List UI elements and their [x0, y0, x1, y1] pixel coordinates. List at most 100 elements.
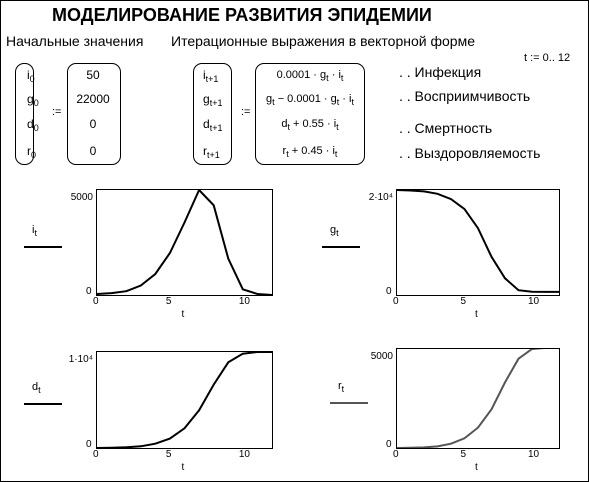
y-tick-label: 5000 — [370, 351, 393, 362]
data-point — [531, 349, 533, 350]
data-point — [110, 446, 113, 448]
data-point — [517, 357, 520, 360]
iteration-expression: gt − 0.0001 · gt · it — [266, 93, 354, 107]
x-tick-label: 10 — [528, 449, 540, 460]
data-point — [517, 289, 520, 292]
data-point — [154, 442, 157, 445]
x-tick-label: 10 — [238, 296, 250, 307]
data-point — [423, 446, 425, 448]
initial-value: 0 — [89, 144, 97, 158]
initial-var-g: g0 — [27, 92, 39, 108]
iteration-var-d: dt+1 — [203, 117, 223, 133]
x-axis-label: t — [181, 462, 185, 473]
x-axis-label: t — [181, 309, 185, 320]
data-point — [242, 352, 244, 355]
series-line — [97, 352, 272, 448]
data-point — [198, 190, 200, 191]
data-point — [169, 252, 171, 254]
data-point — [125, 290, 127, 292]
data-point — [531, 290, 533, 293]
y-axis-label: gt — [330, 223, 339, 238]
annotation-text: . . Смертность — [399, 120, 493, 136]
iteration-expression: dt + 0.55 · it — [281, 118, 339, 132]
y-tick-label: 1·10⁴ — [68, 354, 93, 365]
data-point — [97, 447, 98, 448]
data-point — [125, 446, 127, 448]
x-tick-label: 0 — [93, 449, 99, 460]
data-point — [504, 381, 506, 384]
data-point — [409, 190, 412, 192]
vector-bracket — [255, 63, 365, 165]
y-tick-label: 2·10⁴ — [368, 192, 393, 203]
assign-operator: := — [52, 106, 62, 118]
x-tick-label: 5 — [165, 296, 172, 307]
data-point — [242, 288, 244, 291]
data-point — [463, 208, 466, 210]
data-point — [183, 427, 186, 430]
plot-area[interactable] — [396, 348, 560, 449]
y-tick-label: 5000 — [70, 192, 93, 203]
annotation-text: . . Инфекция — [399, 64, 482, 80]
plot-area[interactable] — [96, 189, 273, 296]
data-point — [477, 227, 479, 229]
data-point — [450, 442, 452, 445]
iteration-var-i: it+1 — [203, 68, 219, 84]
vector-bracket — [15, 63, 34, 165]
data-point — [436, 193, 439, 195]
iteration-expression: rt + 0.45 · it — [282, 145, 338, 159]
data-point — [463, 437, 466, 440]
data-point — [154, 273, 157, 275]
data-point — [110, 292, 113, 294]
initial-var-d: d0 — [27, 117, 39, 133]
initial-value: 22000 — [76, 92, 110, 106]
assign-operator: := — [241, 106, 251, 118]
data-point — [409, 446, 412, 448]
data-point — [256, 352, 259, 353]
data-point — [198, 409, 200, 412]
data-point — [212, 204, 215, 207]
y-tick-label: 0 — [386, 286, 392, 297]
data-point — [558, 291, 559, 293]
data-point — [139, 445, 142, 448]
y-tick-label: 0 — [86, 286, 92, 297]
data-point — [397, 190, 398, 191]
x-tick-label: 5 — [165, 449, 172, 460]
series-line — [97, 190, 272, 295]
x-tick-label: 10 — [528, 296, 540, 307]
x-tick-label: 0 — [393, 296, 399, 307]
data-point — [169, 437, 171, 440]
data-point — [256, 293, 259, 295]
vector-bracket — [193, 63, 232, 165]
page-title: МОДЕЛИРОВАНИЕ РАЗВИТИЯ ЭПИДЕМИИ — [52, 5, 432, 25]
iteration-expression: 0.0001 · gt · it — [276, 69, 344, 83]
legend-line-sample — [24, 245, 62, 248]
data-point — [490, 256, 493, 258]
x-tick-label: 10 — [238, 449, 250, 460]
x-tick-label: 5 — [460, 449, 467, 460]
initial-value: 50 — [86, 68, 100, 82]
initial-value: 0 — [89, 117, 97, 131]
plot-area[interactable] — [96, 351, 273, 449]
x-axis-label: t — [475, 462, 478, 473]
data-point — [97, 293, 98, 295]
data-point — [212, 383, 215, 386]
data-point — [271, 352, 272, 353]
annotation-text: . . Восприимчивость — [399, 88, 531, 104]
iteration-header: Итерационные выражения в векторной форме — [171, 33, 475, 49]
vector-bracket — [67, 63, 121, 165]
data-point — [227, 257, 230, 260]
y-tick-label: 0 — [86, 439, 92, 450]
iteration-var-g: gt+1 — [203, 92, 223, 108]
t-range-definition[interactable]: t := 0.. 12 — [524, 52, 571, 64]
x-axis-label: t — [475, 309, 478, 320]
plot-area[interactable] — [396, 189, 560, 296]
initial-var-r: r0 — [27, 144, 37, 160]
x-tick-label: 5 — [460, 296, 467, 307]
legend-line-sample — [322, 245, 360, 248]
y-axis-label: dt — [32, 381, 41, 395]
data-point — [436, 445, 439, 448]
data-point — [423, 190, 425, 193]
annotation-text: . . Выздоровляемость — [399, 145, 541, 161]
series-line — [397, 349, 545, 448]
legend-line-sample — [24, 403, 62, 405]
